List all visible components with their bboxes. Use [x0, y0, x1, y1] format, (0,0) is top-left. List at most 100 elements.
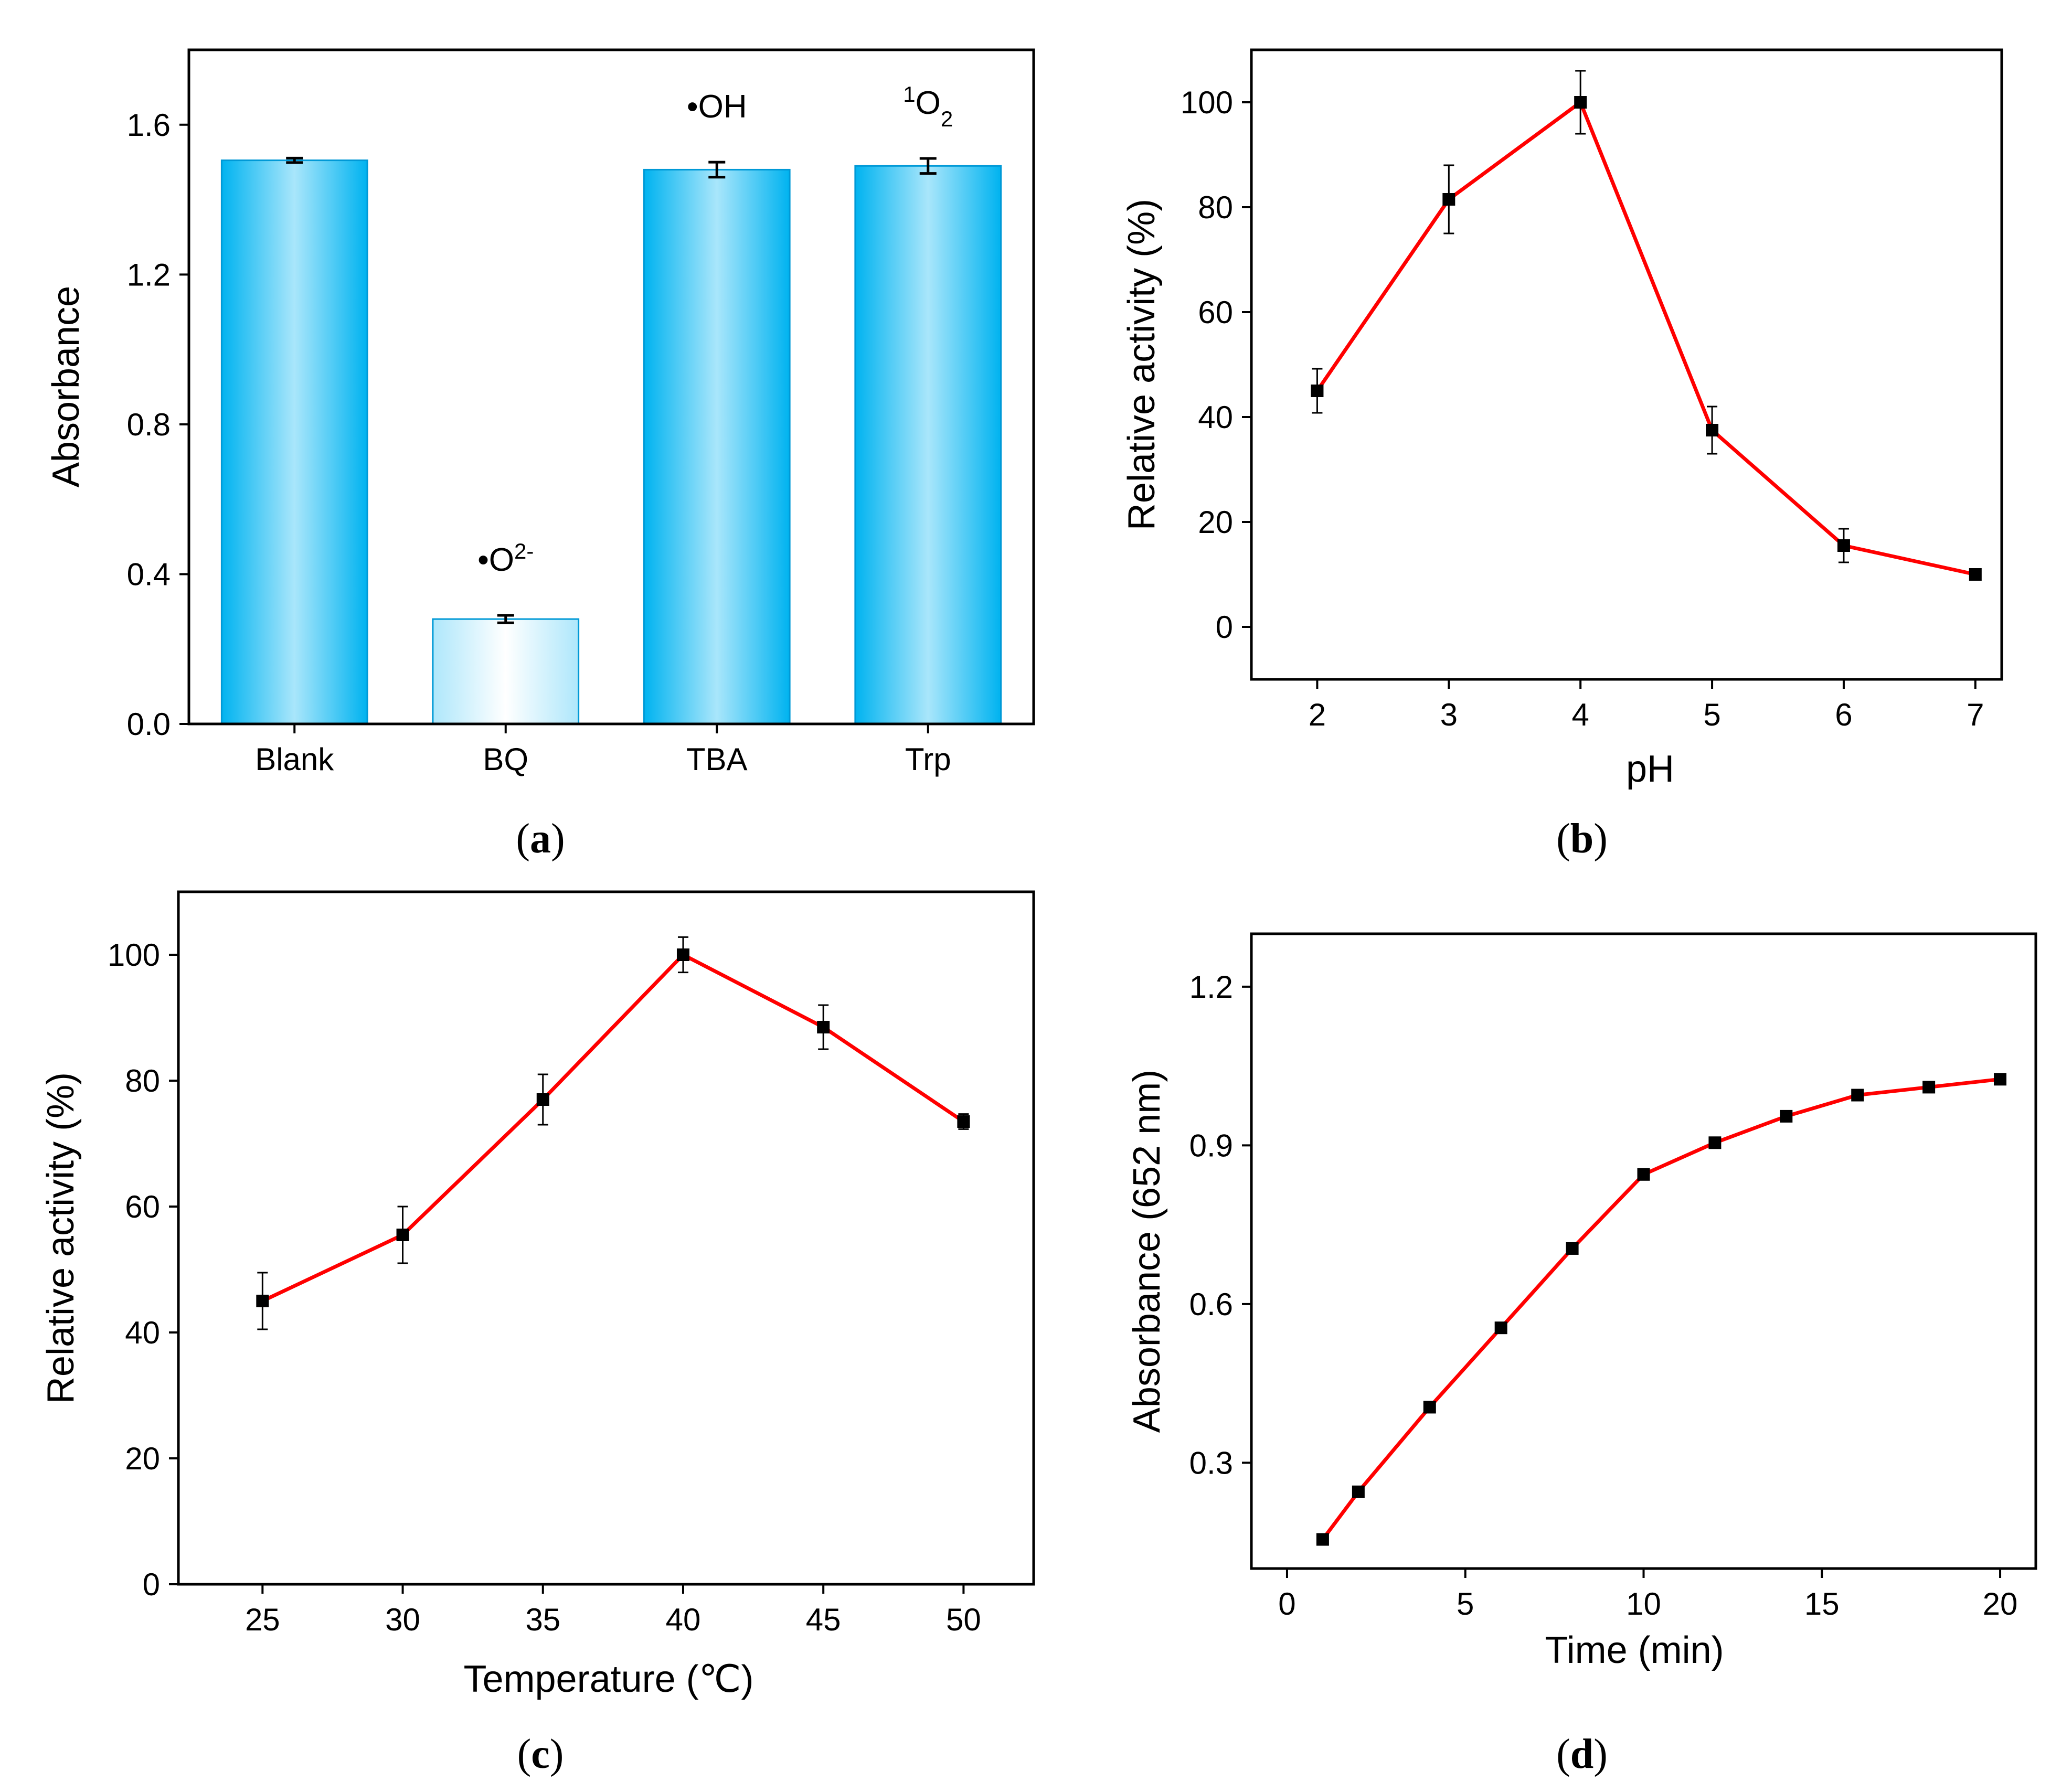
y-tick-label: 0.8 [127, 407, 171, 442]
data-point [1780, 1110, 1793, 1123]
series-line [261, 953, 965, 1303]
panel-d-ylabel: Absorbance (652 nm) [1126, 1070, 1168, 1433]
x-tick-label: 20 [1983, 1586, 2018, 1622]
x-tick-label: 25 [245, 1602, 280, 1637]
y-tick-label: 0 [1216, 610, 1233, 645]
x-tick-label: Trp [905, 742, 951, 777]
annotation-trp: 1O2 [903, 82, 953, 131]
y-tick-label: 0.6 [1189, 1287, 1233, 1322]
y-tick-label: 100 [108, 937, 160, 973]
y-tick-label: 20 [1198, 505, 1233, 540]
panel-c-xlabel: Temperature (℃) [463, 1658, 753, 1700]
x-tick-label: 50 [946, 1602, 981, 1637]
annotation-tba: •OH [687, 89, 747, 125]
panel-a-bars: •O2- •OH 1O2 [220, 82, 1002, 725]
panel-a-ylabel: Absorbance [45, 286, 87, 487]
x-tick-label: TBA [686, 742, 748, 777]
y-tick-label: 80 [125, 1063, 160, 1098]
data-point [256, 1295, 269, 1307]
data-point [1637, 1168, 1650, 1181]
x-tick-label: 0 [1278, 1586, 1295, 1622]
y-tick-label: 0.0 [127, 707, 171, 742]
x-tick-label: 35 [525, 1602, 560, 1637]
y-tick-label: 40 [125, 1315, 160, 1350]
y-tick-label: 100 [1181, 85, 1233, 120]
x-tick-label: 3 [1440, 697, 1458, 732]
y-tick-label: 0.3 [1189, 1445, 1233, 1480]
x-tick-label: 4 [1572, 697, 1589, 732]
data-point [1969, 568, 1982, 581]
x-tick-label: 5 [1703, 697, 1720, 732]
panel-a-label: (a) [516, 816, 565, 862]
x-tick-label: 15 [1804, 1586, 1840, 1622]
data-point [1352, 1485, 1365, 1498]
panel-c-ylabel: Relative activity (%) [40, 1072, 82, 1404]
data-point [536, 1093, 549, 1106]
y-tick-label: 40 [1198, 400, 1233, 435]
data-point [1851, 1089, 1864, 1102]
x-tick-label: 7 [1967, 697, 1984, 732]
y-tick-label: 60 [125, 1189, 160, 1224]
y-tick-label: 1.2 [127, 257, 171, 292]
series-line [1321, 1077, 2001, 1541]
x-tick-label: 45 [806, 1602, 841, 1637]
bar-trp [854, 165, 1002, 725]
y-tick-label: 1.2 [1189, 969, 1233, 1005]
y-tick-label: 0.9 [1189, 1128, 1233, 1163]
panel-a-frame [187, 48, 1035, 726]
y-tick-label: 80 [1198, 190, 1233, 225]
data-point [1442, 193, 1455, 206]
bar-tba [643, 168, 791, 725]
data-point [1311, 385, 1324, 397]
data-point [1708, 1136, 1722, 1149]
data-point [676, 948, 689, 961]
data-point [817, 1021, 830, 1033]
bar-bq [432, 618, 580, 725]
annotation-bq: •O2- [477, 538, 534, 578]
x-tick-label: 6 [1835, 697, 1852, 732]
data-point [1994, 1073, 2007, 1086]
panel-c-frame [177, 890, 1035, 1586]
panel-b-ticks: 0 20 40 60 80 100 2 3 4 5 6 7 [1181, 85, 1984, 732]
y-tick-label: 1.6 [127, 108, 171, 143]
x-tick-label: 2 [1309, 697, 1326, 732]
panel-b-ylabel: Relative activity (%) [1121, 199, 1163, 530]
x-tick-label: 5 [1457, 1586, 1474, 1622]
y-tick-label: 0.4 [127, 557, 171, 592]
data-point [1706, 424, 1719, 436]
y-tick-label: 60 [1198, 295, 1233, 330]
panel-b-xlabel: pH [1626, 748, 1674, 790]
panel-d-ticks: 0.3 0.6 0.9 1.2 0 5 10 15 20 [1189, 969, 2018, 1622]
data-point [1574, 96, 1587, 109]
panel-b-plot [1311, 70, 1982, 581]
panel-c-ticks: 0 20 40 60 80 100 25 30 35 40 45 50 [108, 937, 981, 1637]
data-point [1922, 1081, 1936, 1094]
data-point [1316, 1533, 1329, 1546]
panel-d-label: (d) [1556, 1731, 1608, 1777]
y-tick-label: 20 [125, 1441, 160, 1476]
x-tick-label: 10 [1626, 1586, 1661, 1622]
panel-d-xlabel: Time (min) [1545, 1629, 1724, 1671]
panel-b-label: (b) [1556, 816, 1608, 862]
data-point [1837, 539, 1850, 552]
x-tick-label: 40 [666, 1602, 701, 1637]
data-point [1566, 1242, 1579, 1255]
data-point [396, 1229, 409, 1241]
panel-d-frame [1250, 932, 2037, 1570]
panel-b-frame [1250, 48, 2003, 681]
panel-c-label: (c) [517, 1731, 564, 1777]
y-tick-label: 0 [143, 1567, 160, 1602]
x-tick-label: BQ [483, 742, 528, 777]
panel-c-plot [256, 936, 970, 1330]
x-tick-label: 30 [385, 1602, 420, 1637]
data-point [1423, 1401, 1436, 1414]
bar-blank [220, 159, 368, 725]
data-point [1494, 1321, 1507, 1335]
panel-a-ticks: 0.0 0.4 0.8 1.2 1.6 Blank BQ TBA Trp [127, 108, 951, 777]
series-line [1315, 100, 1976, 577]
panel-d-plot [1316, 1073, 2007, 1546]
panel-b: 0 20 40 60 80 100 2 3 4 5 6 7 Relative activity (%)… [1121, 48, 2003, 862]
panel-d: 0.3 0.6 0.9 1.2 0 5 10 15 20 Absorbance (652 nm)… [1126, 932, 2037, 1777]
